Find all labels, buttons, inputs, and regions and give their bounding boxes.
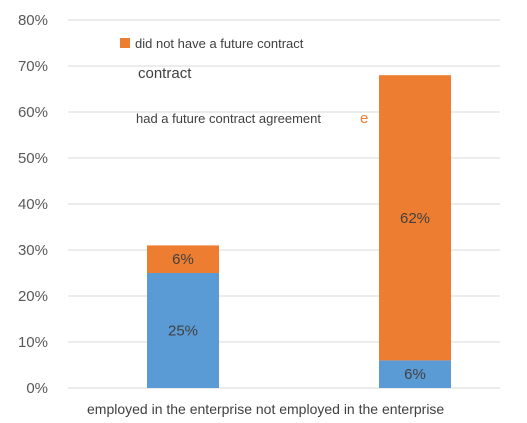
- bars: [147, 75, 451, 388]
- data-label: 62%: [400, 210, 430, 227]
- legend-fragment-e: e: [360, 110, 368, 127]
- legend-fragment-contract: contract: [138, 65, 192, 82]
- y-tick-label: 10%: [18, 334, 48, 351]
- y-tick-label: 40%: [18, 196, 48, 213]
- bar-segment: [147, 245, 219, 273]
- y-axis-ticks: 0% 10% 20% 30% 40% 50% 60% 70% 80%: [18, 12, 48, 397]
- y-tick-label: 70%: [18, 58, 48, 75]
- legend-swatch-did-not-have: [120, 38, 130, 48]
- legend-label-had-agreement: had a future contract agreement: [136, 111, 321, 126]
- x-axis-category-caption: employed in the enterprise not employed …: [87, 401, 444, 417]
- gridlines: [68, 19, 500, 389]
- bar-segment: [379, 360, 451, 388]
- y-tick-label: 60%: [18, 104, 48, 121]
- y-tick-label: 80%: [18, 12, 48, 29]
- data-label: 6%: [172, 251, 194, 268]
- y-tick-label: 50%: [18, 150, 48, 167]
- bar-segment: [379, 75, 451, 361]
- data-labels: 25% 6% 6% 62%: [168, 210, 430, 383]
- y-tick-label: 0%: [26, 380, 48, 397]
- y-tick-label: 30%: [18, 242, 48, 259]
- data-label: 6%: [404, 366, 426, 383]
- y-tick-label: 20%: [18, 288, 48, 305]
- legend: did not have a future contract contract …: [120, 36, 368, 127]
- legend-label-did-not-have: did not have a future contract: [135, 36, 304, 51]
- data-label: 25%: [168, 323, 198, 340]
- bar-segment: [147, 273, 219, 388]
